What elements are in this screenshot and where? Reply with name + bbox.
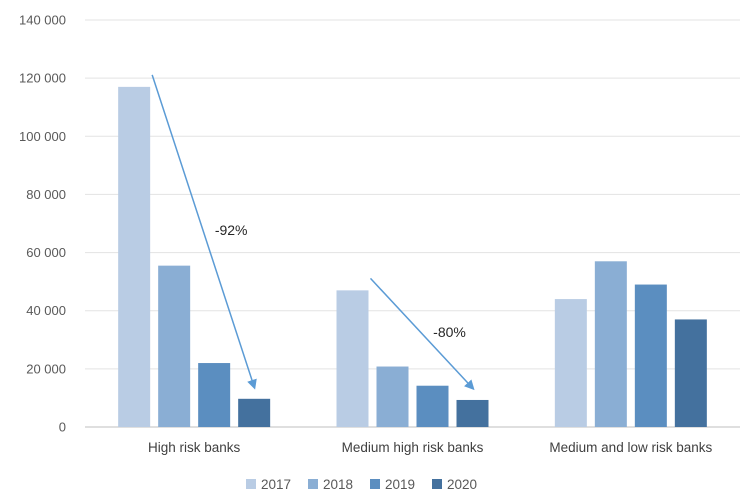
y-tick-label: 120 000 <box>19 71 66 86</box>
trend-arrow <box>369 277 475 391</box>
legend-swatch <box>370 479 380 489</box>
gridlines <box>85 19 740 428</box>
bar-2019-2 <box>634 284 667 427</box>
y-tick-label: 60 000 <box>26 245 66 260</box>
change-annotation: -80% <box>433 324 466 340</box>
bar-2017-0 <box>118 86 151 427</box>
bar-2020-1 <box>456 399 489 427</box>
bar-2018-2 <box>594 261 627 427</box>
bars <box>118 86 707 427</box>
category-label: Medium high risk banks <box>342 440 484 455</box>
annotations: -92% -80% <box>151 74 475 391</box>
bar-2020-2 <box>674 319 707 427</box>
y-tick-label: 100 000 <box>19 129 66 144</box>
category-label: High risk banks <box>148 440 241 455</box>
legend-swatch <box>308 479 318 489</box>
category-label: Medium and low risk banks <box>549 440 712 455</box>
legend-swatch <box>432 479 442 489</box>
bar-2018-1 <box>376 366 409 427</box>
y-tick-label: 80 000 <box>26 187 66 202</box>
y-tick-label: 40 000 <box>26 303 66 318</box>
legend: 2017 2018 2019 2020 <box>246 477 477 492</box>
bar-2019-0 <box>198 363 231 427</box>
bar-2020-0 <box>238 398 271 427</box>
legend-label: 2018 <box>323 477 353 492</box>
x-axis-labels: High risk banks Medium high risk banks Med… <box>148 440 712 455</box>
legend-swatch <box>246 479 256 489</box>
bar-2018-0 <box>158 265 191 427</box>
trend-arrow <box>151 74 257 390</box>
change-annotation: -92% <box>215 222 248 238</box>
y-tick-label: 140 000 <box>19 13 66 28</box>
bar-2017-1 <box>336 290 369 427</box>
y-axis-ticks: 0 20 000 40 000 60 000 80 000 100 000 120 000 1… <box>19 13 66 435</box>
bar-2017-2 <box>554 299 587 427</box>
bar-2019-1 <box>416 385 449 427</box>
y-tick-label: 0 <box>59 420 66 435</box>
legend-label: 2017 <box>261 477 291 492</box>
y-tick-label: 20 000 <box>26 361 66 376</box>
legend-label: 2020 <box>447 477 477 492</box>
legend-label: 2019 <box>385 477 415 492</box>
